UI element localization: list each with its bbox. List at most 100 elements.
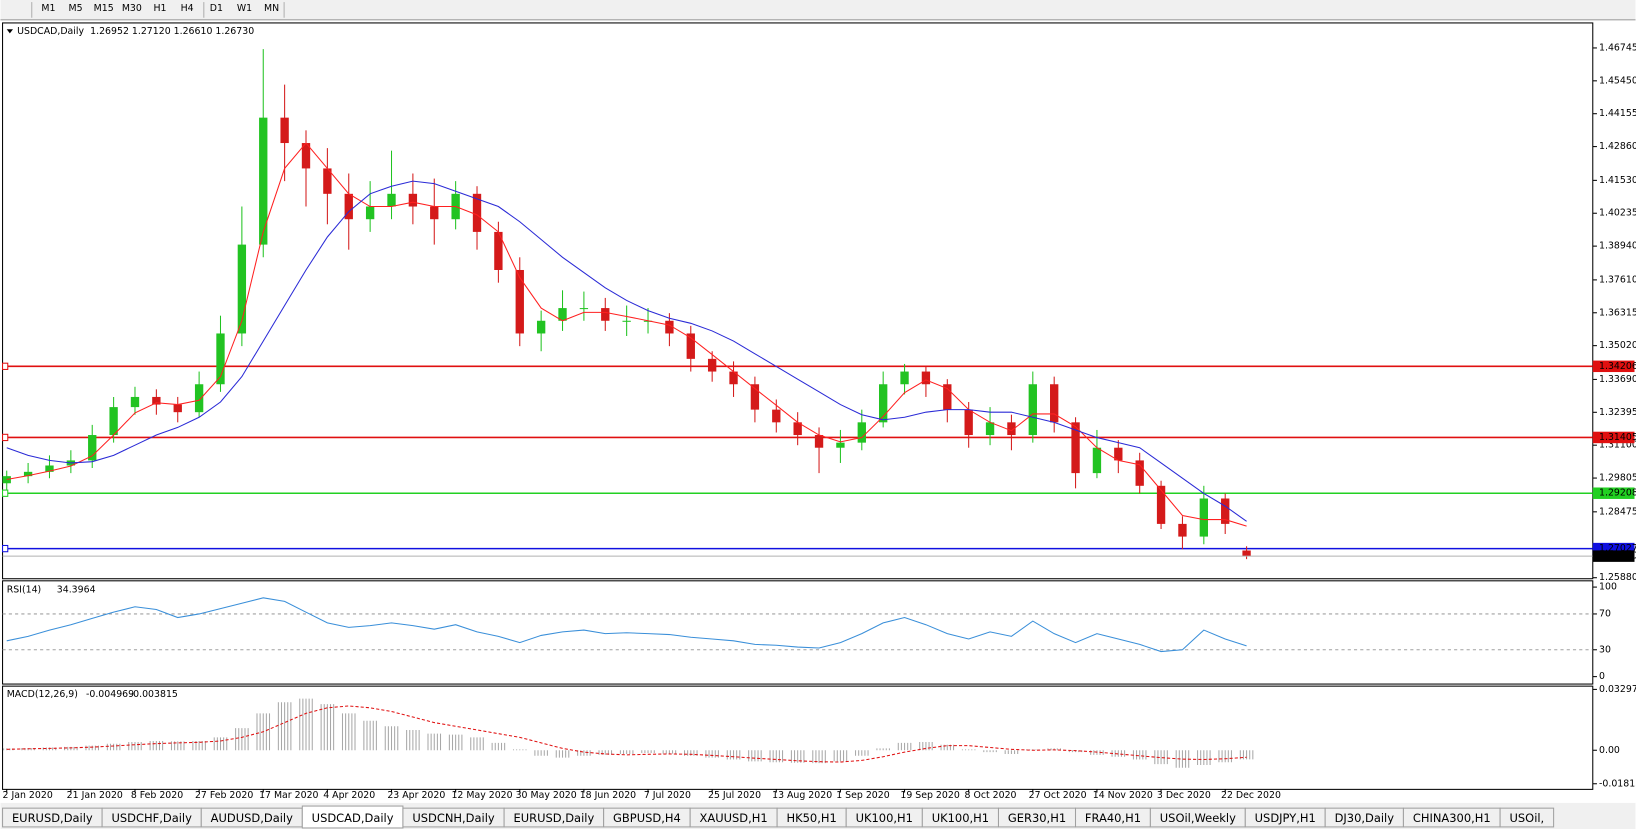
candle-body [323,168,332,194]
y-tick-label: 1.38940 [1599,241,1636,252]
tab[interactable]: CHINA300,H1 [1402,807,1501,828]
tab-background [1499,807,1555,828]
tab-label[interactable]: USDCNH,Daily [412,811,495,825]
tab[interactable]: AUDUSD,Daily [200,807,303,828]
tab[interactable]: GER30,H1 [997,807,1077,828]
timeframe-button[interactable]: H4 [181,3,194,14]
candle-body [1092,447,1102,474]
candle-body [579,308,589,310]
tab[interactable]: USDCHF,Daily [101,807,202,828]
timeframe-button[interactable]: M30 [122,3,142,14]
tab[interactable]: DJ30,Daily [1324,807,1404,828]
y-tick-label: -0.018154 [1599,778,1636,789]
x-tick-label: 4 Apr 2020 [323,790,375,801]
tab[interactable]: EURUSD,Daily [503,807,605,828]
tab[interactable]: USOil, [1499,807,1555,828]
tab[interactable]: EURUSD,Daily [2,807,103,828]
candle-body [1178,523,1187,537]
tab-label[interactable]: USOil, [1509,811,1544,825]
indicator-value: -0.004969 [86,689,134,700]
tab[interactable]: USDCAD,Daily [301,805,404,829]
y-tick-label: 1.35020 [1599,340,1636,351]
candle-body [729,371,738,385]
candle-body [772,409,781,423]
x-tick-label: 27 Oct 2020 [1029,790,1087,801]
tab-label[interactable]: AUDUSD,Daily [211,811,293,825]
tab-label[interactable]: GER30,H1 [1008,811,1066,825]
x-tick-label: 21 Jan 2020 [67,790,123,801]
timeframe-button[interactable]: W1 [237,3,252,14]
tab-label[interactable]: USDCAD,Daily [312,811,394,825]
pane-plot [2,597,1593,653]
price-level-marker [2,489,9,497]
indicator-line [6,180,1247,522]
pane-plot [2,49,1593,560]
tab-label[interactable]: FRA40,H1 [1085,811,1141,825]
timeframe-button[interactable]: MN [264,3,279,14]
tab-label[interactable]: UK100,H1 [856,811,913,825]
candle-body [686,333,695,359]
indicator-value: -0.003815 [130,689,178,700]
candle-body [536,320,546,334]
timeframe-button[interactable]: M1 [41,3,55,14]
candle-body [985,422,995,436]
indicator-line [6,142,1247,527]
candle-body [1242,550,1251,557]
y-tick-label: 1.33690 [1599,374,1636,385]
timeframe-button[interactable]: M15 [94,3,114,14]
tab-label[interactable]: USDJPY,H1 [1255,811,1316,825]
tab[interactable]: UK100,H1 [921,807,999,828]
timeframe-button[interactable]: D1 [210,3,223,14]
price-level-label: 1.34206 [1599,361,1636,372]
timeframe-button[interactable]: H1 [154,3,167,14]
candle-body [814,435,824,448]
candle-body [237,244,247,334]
candle-body [836,442,845,448]
tab-label[interactable]: EURUSD,Daily [12,811,93,825]
candle-body [88,435,97,461]
candle-body [750,384,760,410]
x-tick-label: 30 May 2020 [516,790,577,801]
price-level-label: 1.29208 [1599,488,1636,499]
tab-label[interactable]: XAUUSD,H1 [700,811,768,825]
tab-label[interactable]: HK50,H1 [786,811,836,825]
candle-body [921,371,931,385]
tab[interactable]: HK50,H1 [776,807,847,828]
candle-body [365,206,375,220]
last-price-label: 1.26730 [1599,551,1636,562]
tab-label[interactable]: USDCHF,Daily [111,811,192,825]
tab-label[interactable]: DJ30,Daily [1335,811,1395,825]
price-level-marker [2,362,9,370]
candle-body [622,320,631,322]
x-tick-label: 8 Feb 2020 [131,790,183,801]
tab[interactable]: USDCNH,Daily [402,807,505,828]
candle-body [344,193,353,220]
x-tick-label: 27 Feb 2020 [195,790,253,801]
timeframe-button[interactable]: M5 [69,3,83,14]
candle-body [173,404,182,413]
tab[interactable]: GBPUSD,H4 [603,807,691,828]
tab-label[interactable]: EURUSD,Daily [513,811,594,825]
tab-label[interactable]: CHINA300,H1 [1413,811,1491,825]
tab[interactable]: XAUUSD,H1 [689,807,778,828]
tab[interactable]: UK100,H1 [845,807,923,828]
x-tick-label: 23 Apr 2020 [387,790,445,801]
candle-body [430,206,439,220]
indicator-title: MACD(12,26,9) [7,689,78,700]
x-tick-label: 19 Sep 2020 [900,790,959,801]
y-tick-label: 1.28475 [1599,506,1636,517]
y-tick-label: 0.032972 [1599,684,1636,695]
tab-label[interactable]: GBPUSD,H4 [613,811,681,825]
tab-label[interactable]: USOil,Weekly [1160,811,1236,825]
candle-body [216,333,225,385]
tab[interactable]: FRA40,H1 [1074,807,1151,828]
tab[interactable]: USOil,Weekly [1149,807,1246,828]
toolbar [0,0,1636,20]
y-tick-label: 0.00 [1599,745,1620,756]
tab[interactable]: USDJPY,H1 [1244,807,1326,828]
x-tick-label: 14 Nov 2020 [1093,790,1153,801]
tab-label[interactable]: UK100,H1 [932,811,989,825]
indicator-title: RSI(14) [7,585,41,596]
candle-body [301,143,311,169]
x-tick-label: 12 May 2020 [451,790,512,801]
